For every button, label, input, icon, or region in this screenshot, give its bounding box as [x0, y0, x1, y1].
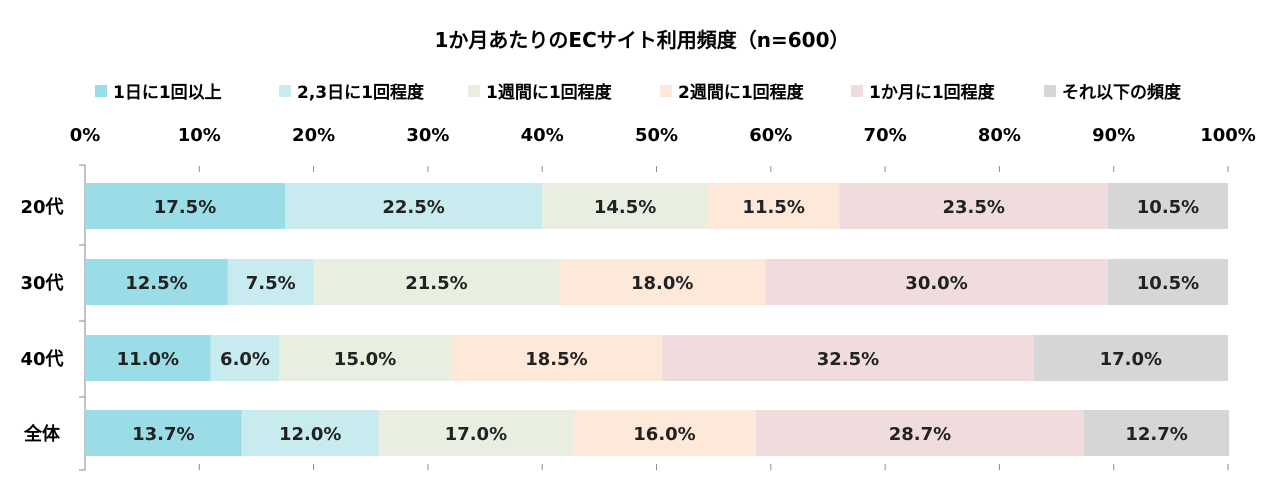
bar-segment: [85, 259, 228, 305]
bar-segment: [1083, 410, 1230, 456]
legend-label: 1日に1回以上: [113, 83, 222, 103]
data-label: 17.0%: [445, 424, 507, 445]
bar-segment: [210, 335, 280, 381]
legend-item: 2,3日に1回程度: [279, 82, 425, 103]
bar-segment: [542, 183, 708, 229]
legend-label: 1か月に1回程度: [869, 82, 996, 103]
bar-segment: [313, 259, 560, 305]
x-tick-label: 100%: [1200, 125, 1256, 146]
bar-segment: [1033, 335, 1228, 381]
data-label: 11.0%: [117, 349, 179, 370]
data-label: 7.5%: [246, 273, 296, 294]
x-axis: 0% 10% 20% 30% 40% 50% 60% 70% 80% 90% 100%: [70, 125, 1256, 471]
bar-segment: [85, 335, 211, 381]
data-label: 10.5%: [1137, 273, 1199, 294]
bar-segment: [573, 410, 756, 456]
data-label: 22.5%: [382, 197, 444, 218]
data-label: 12.7%: [1125, 424, 1187, 445]
legend-label: 2週間に1回程度: [678, 82, 805, 103]
data-label: 32.5%: [817, 349, 879, 370]
chart-title: 1か月あたりのECサイト利用頻度（n=600）: [435, 28, 850, 52]
bar-segment: [839, 183, 1108, 229]
category-label: 40代: [20, 349, 63, 370]
plot-area: 20代 17.5% 22.5% 14.5% 11.5% 23.5% 10.5% 30代 12.5…: [20, 183, 1230, 456]
data-label: 18.5%: [525, 349, 587, 370]
x-tick-label: 30%: [406, 125, 449, 146]
data-label: 12.0%: [279, 424, 341, 445]
legend: 1日に1回以上 2,3日に1回程度 1週間に1回程度 2週間に1回程度 1か月に1回程度…: [95, 82, 1182, 103]
data-label: 14.5%: [594, 197, 656, 218]
data-label: 13.7%: [132, 424, 194, 445]
legend-label: それ以下の頻度: [1062, 82, 1182, 103]
legend-label: 1週間に1回程度: [486, 82, 613, 103]
data-label: 21.5%: [405, 273, 467, 294]
bar-segment: [707, 183, 840, 229]
legend-item: 1か月に1回程度: [851, 82, 996, 103]
category-label: 30代: [20, 273, 63, 294]
x-tick-label: 50%: [635, 125, 678, 146]
x-tick-label: 90%: [1092, 125, 1135, 146]
bar-segment: [285, 183, 543, 229]
legend-swatch: [95, 85, 107, 97]
legend-item: 1週間に1回程度: [468, 82, 613, 103]
x-tick-label: 20%: [292, 125, 335, 146]
x-tick-label: 80%: [978, 125, 1021, 146]
category-label: 全体: [23, 423, 61, 445]
data-label: 17.0%: [1100, 349, 1162, 370]
x-tick-label: 10%: [178, 125, 221, 146]
bar-segment: [85, 183, 286, 229]
bar-segment: [1107, 183, 1228, 229]
bar-segment: [755, 410, 1084, 456]
category-label: 20代: [20, 197, 63, 218]
bar-segment: [227, 259, 314, 305]
data-label: 30.0%: [905, 273, 967, 294]
legend-item: 2週間に1回程度: [660, 82, 805, 103]
bar-segment: [559, 259, 766, 305]
legend-swatch: [660, 85, 672, 97]
bar-segment: [662, 335, 1034, 381]
bar-segment: [450, 335, 663, 381]
x-tick-label: 60%: [749, 125, 792, 146]
x-tick-label: 0%: [70, 125, 101, 146]
legend-label: 2,3日に1回程度: [297, 82, 425, 103]
bar-segment: [85, 410, 242, 456]
bar-segment: [378, 410, 574, 456]
legend-item: 1日に1回以上: [95, 83, 222, 103]
legend-swatch: [468, 85, 480, 97]
bar-segment: [241, 410, 379, 456]
legend-swatch: [279, 85, 291, 97]
x-tick-label: 40%: [521, 125, 564, 146]
data-label: 12.5%: [125, 273, 187, 294]
data-label: 28.7%: [889, 424, 951, 445]
legend-swatch: [851, 85, 863, 97]
bar-segment: [279, 335, 451, 381]
data-label: 10.5%: [1137, 197, 1199, 218]
data-label: 11.5%: [742, 197, 804, 218]
data-label: 16.0%: [633, 424, 695, 445]
data-label: 23.5%: [942, 197, 1004, 218]
data-label: 15.0%: [334, 349, 396, 370]
data-label: 17.5%: [154, 197, 216, 218]
legend-swatch: [1044, 85, 1056, 97]
legend-item: それ以下の頻度: [1044, 82, 1182, 103]
data-label: 6.0%: [220, 349, 270, 370]
x-tick-label: 70%: [864, 125, 907, 146]
bar-segment: [1107, 259, 1228, 305]
data-label: 18.0%: [631, 273, 693, 294]
bar-segment: [765, 259, 1108, 305]
